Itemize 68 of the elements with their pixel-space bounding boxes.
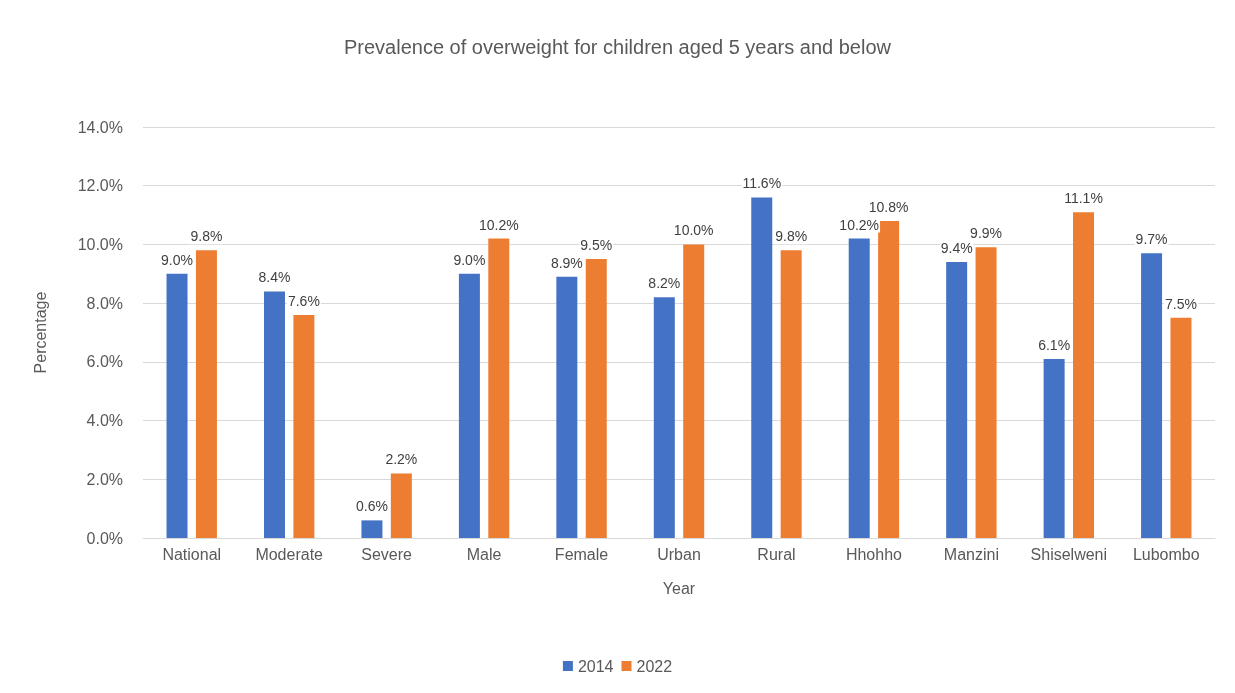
bar bbox=[878, 220, 900, 538]
data-label: 8.2% bbox=[648, 275, 681, 292]
data-label: 7.5% bbox=[1165, 295, 1197, 312]
x-tick-label: National bbox=[162, 545, 222, 563]
bar bbox=[556, 276, 578, 538]
x-tick-label: Severe bbox=[361, 545, 413, 563]
x-tick-label: Hhohho bbox=[845, 545, 903, 563]
x-tick-label: Rural bbox=[757, 545, 796, 563]
bar bbox=[1141, 253, 1163, 538]
x-tick-label: Female bbox=[554, 545, 609, 563]
chart-title: Prevalence of overweight for children aged 5 years and below bbox=[344, 36, 892, 58]
data-label: 8.4% bbox=[258, 269, 291, 286]
legend-label: 2014 bbox=[577, 657, 614, 675]
data-label: 9.5% bbox=[580, 237, 613, 254]
y-tick-label: 6.0% bbox=[86, 353, 123, 371]
data-label: 9.9% bbox=[970, 225, 1003, 242]
bar bbox=[166, 273, 188, 538]
data-label: 11.6% bbox=[742, 175, 782, 192]
data-label: 8.9% bbox=[550, 254, 583, 271]
data-label: 10.0% bbox=[673, 222, 714, 239]
x-tick-label: Urban bbox=[657, 545, 701, 563]
legend-label: 2022 bbox=[636, 657, 673, 675]
y-tick-label: 2.0% bbox=[86, 470, 123, 488]
data-label: 9.4% bbox=[940, 240, 973, 257]
y-axis-title: Percentage bbox=[31, 291, 49, 374]
bar bbox=[653, 297, 675, 538]
x-tick-label: Lubombo bbox=[1132, 545, 1200, 563]
bar bbox=[946, 262, 968, 538]
bar bbox=[293, 314, 315, 538]
y-tick-label: 10.0% bbox=[77, 235, 123, 253]
x-tick-label: Moderate bbox=[255, 545, 324, 563]
y-tick-label: 4.0% bbox=[86, 412, 123, 430]
bar bbox=[751, 197, 773, 538]
data-label: 7.6% bbox=[287, 292, 320, 309]
data-label: 9.8% bbox=[190, 228, 223, 245]
bar bbox=[488, 238, 510, 538]
data-label: 11.1% bbox=[1064, 190, 1103, 207]
bar bbox=[263, 291, 285, 538]
data-label: 10.2% bbox=[478, 216, 519, 233]
data-label: 0.6% bbox=[355, 498, 388, 515]
x-axis-title: Year bbox=[662, 579, 696, 597]
x-tick-label: Male bbox=[466, 545, 502, 563]
y-tick-label: 0.0% bbox=[86, 529, 123, 547]
bar bbox=[458, 273, 480, 538]
data-label: 2.2% bbox=[385, 451, 418, 468]
bar bbox=[1043, 358, 1065, 538]
data-label: 9.8% bbox=[775, 228, 808, 245]
data-label: 9.0% bbox=[453, 251, 486, 268]
x-tick-label: Manzini bbox=[943, 545, 999, 563]
x-tick-label: Shiselweni bbox=[1030, 545, 1108, 563]
bar bbox=[683, 244, 705, 538]
bar bbox=[848, 238, 870, 538]
bar bbox=[1073, 212, 1095, 538]
data-label: 9.7% bbox=[1135, 231, 1168, 248]
data-label: 10.2% bbox=[839, 216, 880, 233]
y-tick-label: 14.0% bbox=[77, 118, 123, 136]
data-label: 6.1% bbox=[1038, 336, 1071, 353]
data-label: 9.0% bbox=[161, 251, 193, 268]
bar bbox=[1170, 317, 1192, 538]
bar bbox=[975, 247, 997, 538]
y-tick-label: 8.0% bbox=[86, 294, 123, 312]
data-label: 10.8% bbox=[868, 198, 909, 215]
bar bbox=[390, 473, 412, 538]
bar bbox=[361, 520, 383, 538]
y-tick-label: 12.0% bbox=[77, 177, 123, 195]
bar bbox=[780, 250, 802, 538]
bar bbox=[585, 259, 607, 538]
bar bbox=[195, 250, 217, 538]
